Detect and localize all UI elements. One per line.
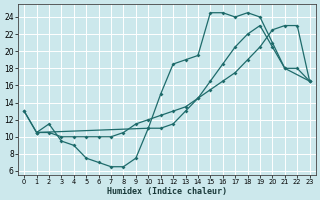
X-axis label: Humidex (Indice chaleur): Humidex (Indice chaleur): [107, 187, 227, 196]
